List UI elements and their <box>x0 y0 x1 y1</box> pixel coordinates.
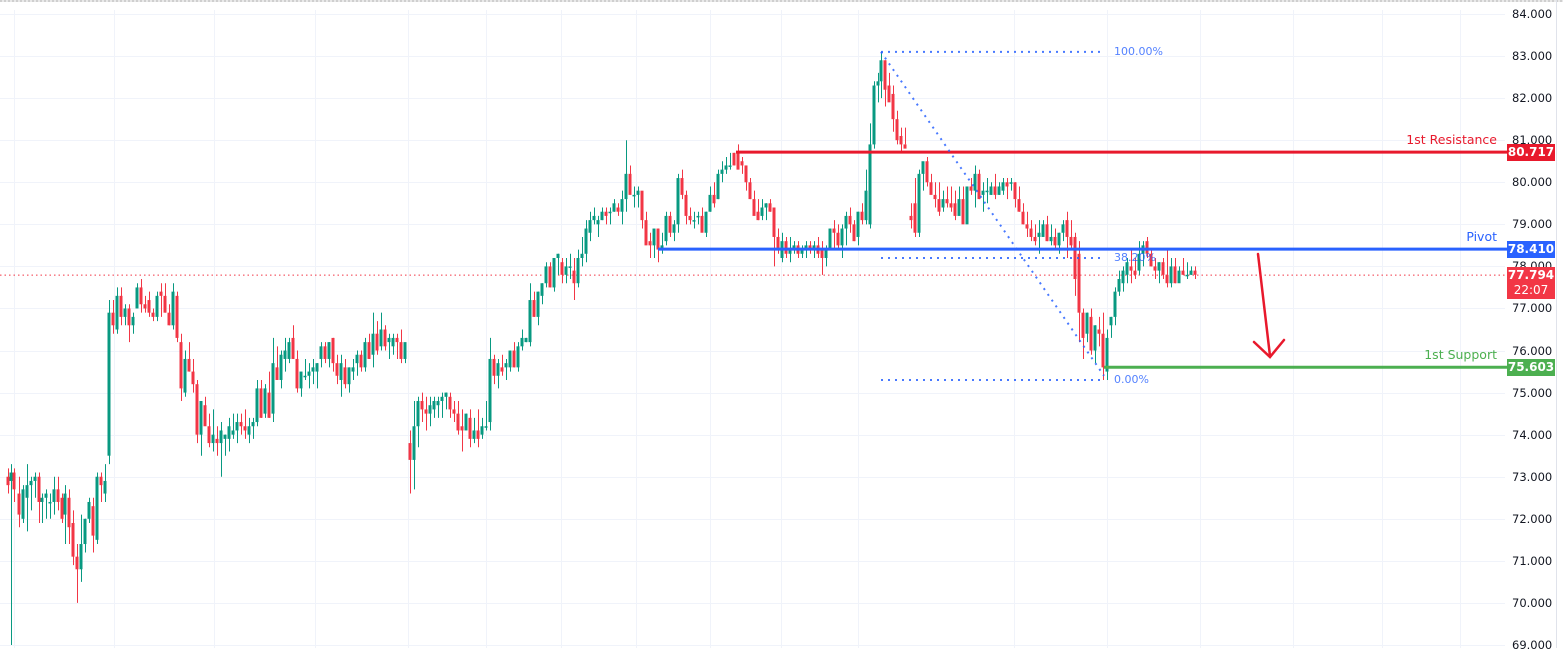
price-tick-label: 70.000 <box>1512 595 1553 610</box>
price-tick-label: 80.000 <box>1512 175 1553 190</box>
fib-38-label: 38.20% <box>1114 250 1156 264</box>
grid <box>0 10 1505 648</box>
price-tick-label: 84.000 <box>1512 7 1553 21</box>
price-tick-label: 75.000 <box>1512 385 1553 400</box>
price-tick-label: 71.000 <box>1512 553 1553 568</box>
last-price-tag: 77.794 22:07 <box>1507 267 1555 300</box>
price-tick-label: 79.000 <box>1512 217 1553 232</box>
price-tick-label: 81.000 <box>1512 133 1553 148</box>
resistance-price-tag: 80.717 <box>1507 144 1555 162</box>
price-tick-label: 77.000 <box>1512 301 1553 316</box>
last-price-value: 77.794 <box>1507 268 1555 283</box>
price-tick-label: 72.000 <box>1512 511 1553 526</box>
top-border <box>0 0 1563 2</box>
drawings[interactable] <box>658 50 1507 381</box>
price-tick-label: 83.000 <box>1512 49 1553 64</box>
support-price-tag: 75.603 <box>1507 359 1555 377</box>
bar-countdown: 22:07 <box>1513 283 1549 298</box>
price-tick-label: 76.000 <box>1512 343 1553 358</box>
price-axis-border <box>1556 0 1557 648</box>
price-tick-label: 82.000 <box>1512 91 1553 106</box>
price-tick-label: 74.000 <box>1512 427 1553 442</box>
support-label: 1st Support <box>1424 347 1497 363</box>
pivot-price-tag: 78.410 <box>1507 241 1555 259</box>
fib-0-label: 0.00% <box>1114 372 1149 386</box>
fib-100-label: 100.00% <box>1114 44 1163 58</box>
price-tick-label: 73.000 <box>1512 469 1553 484</box>
price-tick-label: 69.000 <box>1512 638 1553 652</box>
pivot-label: Pivot <box>1466 229 1497 245</box>
resistance-label: 1st Resistance <box>1406 132 1497 148</box>
